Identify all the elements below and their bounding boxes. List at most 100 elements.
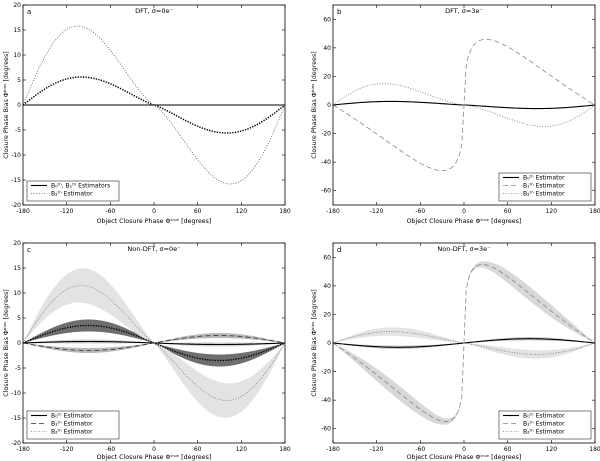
- panel-d-legend-label-0: B₀ᵗʰ Estimator: [523, 413, 565, 420]
- panel-c-ytick-label-0: -20: [11, 440, 21, 447]
- panel-c-ytick-label-3: -5: [15, 365, 21, 372]
- panel-d-xtick-label-4: 60: [504, 446, 512, 453]
- panel-d-ytick-label-5: 40: [323, 283, 331, 290]
- panel-a-xtick-label-0: -180: [16, 208, 30, 215]
- panel-b-ytick-label-0: -60: [321, 188, 331, 195]
- panel-d-xtick-label-3: 0: [462, 446, 466, 453]
- panel-a-xtick-label-4: 60: [194, 208, 202, 215]
- panel-a-title: DFT, σ=0e⁻: [135, 7, 173, 15]
- panel-c-legend-label-1: B₁ᵗʰ Estimator: [51, 421, 93, 428]
- panel-b-ylabel: Closure Phase Bias Φᵇⁱᵃˢ [degrees]: [311, 51, 318, 158]
- panel-c-xtick-label-1: -120: [60, 446, 74, 453]
- panel-d-ytick-label-6: 60: [323, 254, 331, 261]
- panel-b-xtick-label-1: -120: [370, 208, 384, 215]
- panel-b-xtick-label-0: -180: [326, 208, 340, 215]
- panel-b-legend-label-2: B₂ᵗʰ Estimator: [523, 191, 565, 198]
- panel-d-band-0: [333, 337, 595, 349]
- panel-a-ytick-label-5: 5: [17, 77, 21, 84]
- panel-a-ytick-label-1: -15: [11, 177, 21, 184]
- panel-d-ytick-label-4: 20: [323, 311, 331, 318]
- panel-b-ytick-label-6: 60: [323, 16, 331, 23]
- panel-c-xlabel: Object Closure Phase Φᵗʳᵘᵉ [degrees]: [97, 454, 212, 461]
- panel-a-xtick-label-1: -120: [60, 208, 74, 215]
- panel-c-band-1: [23, 333, 285, 353]
- panel-d-xtick-label-0: -180: [326, 446, 340, 453]
- panel-b-ytick-label-3: 0: [327, 102, 331, 109]
- panel-d-title: Non-DFT, σ=3e⁻: [437, 245, 490, 253]
- panel-b-xtick-label-2: -60: [415, 208, 425, 215]
- panel-d-ytick-label-1: -40: [321, 397, 331, 404]
- panel-a-xtick-label-3: 0: [152, 208, 156, 215]
- panel-b-xtick-label-3: 0: [462, 208, 466, 215]
- panel-a-ytick-label-0: -20: [11, 202, 21, 209]
- panel-a-legend-box: [26, 180, 120, 202]
- panel-d-xtick-label-2: -60: [415, 446, 425, 453]
- panel-d-legend-label-2: B₂ᵗʰ Estimator: [523, 429, 565, 436]
- panel-c-ytick-label-4: 0: [17, 340, 21, 347]
- panel-d-xlabel: Object Closure Phase Φᵗʳᵘᵉ [degrees]: [407, 454, 522, 461]
- panel-b-legend-label-1: B₁ᵗʰ Estimator: [523, 183, 565, 190]
- panel-a-xlabel: Object Closure Phase Φᵗʳᵘᵉ [degrees]: [97, 218, 212, 225]
- panel-c-title: Non-DFT, σ=0e⁻: [127, 245, 180, 253]
- panel-c-xtick-label-0: -180: [16, 446, 30, 453]
- panel-a-letter: a: [27, 8, 31, 16]
- panel-d-ylabel: Closure Phase Bias Φᵇⁱᵃˢ [degrees]: [311, 289, 318, 396]
- panel-d-xtick-label-6: 180: [589, 446, 600, 453]
- panel-b-xtick-label-4: 60: [504, 208, 512, 215]
- panel-a-ytick-label-7: 15: [13, 27, 21, 34]
- panel-a-xtick-label-2: -60: [105, 208, 115, 215]
- panel-c-series-3-line: [22, 285, 286, 401]
- panel-c-ytick-label-5: 5: [17, 315, 21, 322]
- panel-d-legend-label-1: B₁ᵗʰ Estimator: [523, 421, 565, 428]
- panel-a-series-2-line: [22, 25, 286, 185]
- panel-a-legend-label-2: B₂ᵗʰ Estimator: [51, 191, 93, 198]
- panel-c-xtick-label-4: 60: [194, 446, 202, 453]
- panel-c-ytick-label-6: 10: [13, 290, 21, 297]
- panel-c-ytick-label-8: 20: [13, 240, 21, 247]
- panel-b-xtick-label-6: 180: [589, 208, 600, 215]
- panel-c-legend-label-3: B₂ᵗʰ Estimator: [51, 429, 93, 436]
- panel-c-ytick-label-7: 15: [13, 265, 21, 272]
- panel-b-xtick-label-5: 120: [546, 208, 558, 215]
- panel-c-ytick-label-2: -10: [11, 390, 21, 397]
- panel-c-ytick-label-1: -15: [11, 415, 21, 422]
- panel-a-xtick-label-5: 120: [236, 208, 248, 215]
- panel-b-legend-label-0: B₀ᵗʰ Estimator: [523, 175, 565, 182]
- panel-b: DFT, σ=3e⁻ b Object Closure Phase Φᵗʳᵘᵉ …: [311, 4, 600, 225]
- panel-d: Non-DFT, σ=3e⁻ d Object Closure Phase Φᵗ…: [311, 242, 600, 461]
- panel-b-series-1-line: [332, 38, 596, 172]
- panel-a-ytick-label-3: -5: [15, 127, 21, 134]
- panel-a-legend-label-0: B₀ᵗʰ, B₁ᵗʰ Estimators: [51, 183, 110, 190]
- panel-b-ytick-label-4: 20: [323, 73, 331, 80]
- panel-c-xtick-label-6: 180: [279, 446, 291, 453]
- panel-b-title: DFT, σ=3e⁻: [445, 7, 483, 15]
- panel-d-band-2: [333, 327, 595, 359]
- panel-b-letter: b: [337, 8, 342, 16]
- panel-d-ytick-label-2: -20: [321, 369, 331, 376]
- panel-c: Non-DFT, σ=0e⁻ c Object Closure Phase Φᵗ…: [3, 240, 291, 461]
- panel-c-letter: c: [27, 246, 31, 254]
- panel-c-xtick-label-3: 0: [152, 446, 156, 453]
- panel-c-xtick-label-5: 120: [236, 446, 248, 453]
- panel-a-ylabel: Closure Phase Bias Φᵇⁱᵃˢ [degrees]: [3, 51, 10, 158]
- panel-a-ytick-label-8: 20: [13, 2, 21, 9]
- panel-a-xtick-label-6: 180: [279, 208, 291, 215]
- panel-a-ytick-label-4: 0: [17, 102, 21, 109]
- panel-d-series-2-line: [332, 331, 596, 355]
- panel-d-xtick-label-1: -120: [370, 446, 384, 453]
- panel-d-ytick-label-0: -60: [321, 426, 331, 433]
- panel-c-series-2-line: [22, 324, 286, 362]
- panel-c-ylabel: Closure Phase Bias Φᵇⁱᵃˢ [degrees]: [3, 289, 10, 396]
- panel-c-legend-label-0: B₀ᵗʰ Estimator: [51, 413, 93, 420]
- panel-c-xtick-label-2: -60: [105, 446, 115, 453]
- panel-b-xlabel: Object Closure Phase Φᵗʳᵘᵉ [degrees]: [407, 218, 522, 225]
- panel-d-xtick-label-5: 120: [546, 446, 558, 453]
- panel-b-ytick-label-5: 40: [323, 45, 331, 52]
- panel-d-ytick-label-3: 0: [327, 340, 331, 347]
- panel-b-ytick-label-2: -20: [321, 131, 331, 138]
- panel-d-letter: d: [337, 246, 341, 254]
- panel-a: DFT, σ=0e⁻ a Object Closure Phase Φᵗʳᵘᵉ …: [3, 2, 291, 225]
- panel-b-ytick-label-1: -40: [321, 159, 331, 166]
- panel-a-ytick-label-6: 10: [13, 52, 21, 59]
